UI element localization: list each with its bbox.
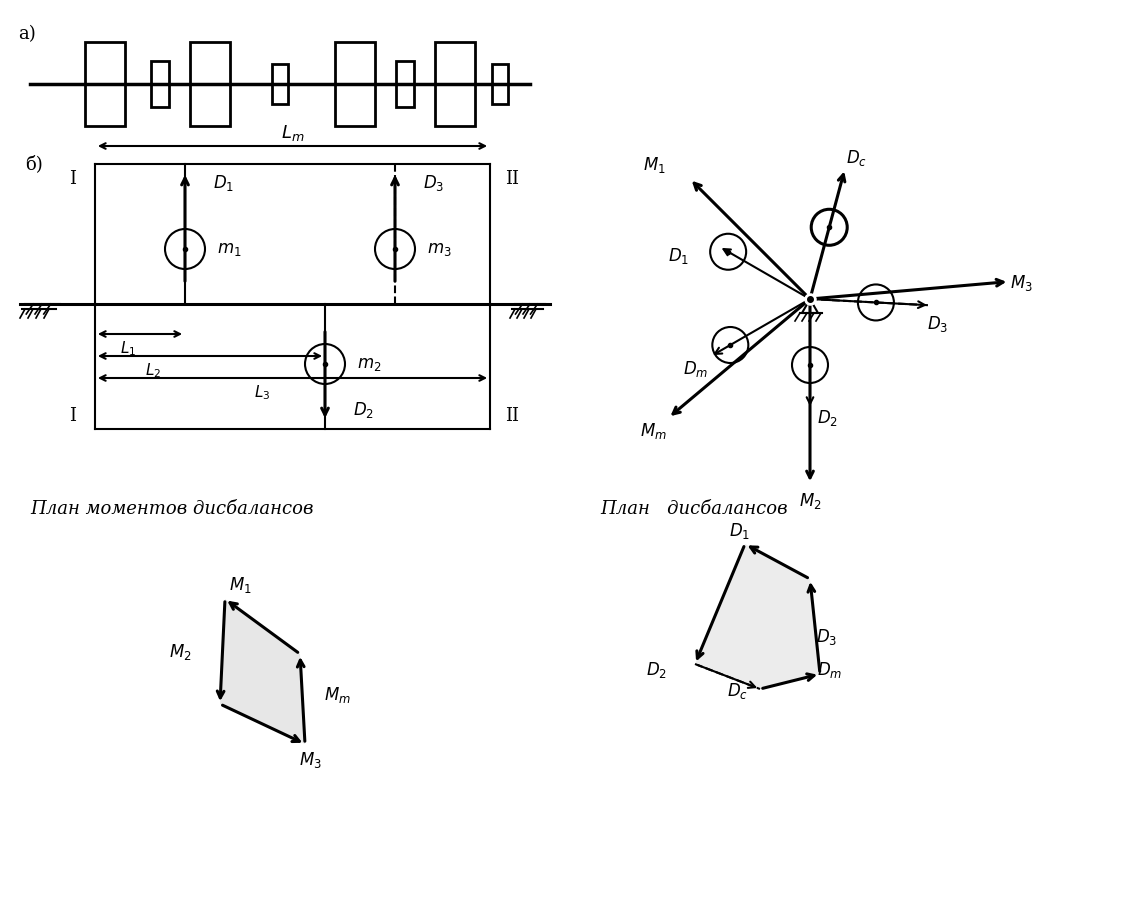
Text: $M_1$: $M_1$ — [643, 154, 666, 175]
Text: а): а) — [18, 25, 36, 43]
Text: $D_2$: $D_2$ — [646, 659, 667, 679]
Text: $m_3$: $m_3$ — [427, 241, 452, 258]
Text: II: II — [505, 170, 518, 187]
Bar — [272, 65, 288, 105]
Text: $D_3$: $D_3$ — [423, 173, 444, 193]
Text: $D_3$: $D_3$ — [816, 627, 838, 647]
Text: План   дисбалансов: План дисбалансов — [600, 499, 788, 517]
Text: $D_1$: $D_1$ — [669, 245, 689, 266]
Text: б): б) — [25, 154, 43, 173]
Text: $L_m$: $L_m$ — [281, 123, 305, 142]
Text: $D_m$: $D_m$ — [683, 359, 709, 379]
Text: I: I — [69, 406, 77, 425]
Text: $D_2$: $D_2$ — [353, 400, 374, 420]
Text: $M_2$: $M_2$ — [799, 491, 822, 510]
Text: $D_2$: $D_2$ — [817, 407, 839, 427]
Text: $D_1$: $D_1$ — [213, 173, 234, 193]
Text: План моментов дисбалансов: План моментов дисбалансов — [31, 499, 314, 517]
Bar — [190, 43, 230, 127]
Text: II: II — [505, 406, 518, 425]
Text: $M_2$: $M_2$ — [170, 641, 192, 662]
Text: $D_c$: $D_c$ — [847, 147, 867, 167]
Text: $M_m$: $M_m$ — [640, 421, 667, 440]
Text: $D_c$: $D_c$ — [727, 681, 748, 700]
Text: $L_2$: $L_2$ — [145, 361, 161, 380]
Text: $D_3$: $D_3$ — [927, 314, 949, 334]
Text: $M_3$: $M_3$ — [1010, 272, 1032, 292]
Text: $m_2$: $m_2$ — [357, 356, 381, 373]
Text: I: I — [69, 170, 77, 187]
Text: $L_1$: $L_1$ — [120, 339, 136, 358]
Text: $M_m$: $M_m$ — [324, 685, 351, 704]
Bar — [151, 62, 169, 108]
Text: $m_1$: $m_1$ — [217, 241, 241, 258]
Text: $M_1$: $M_1$ — [229, 574, 251, 595]
Text: $D_m$: $D_m$ — [817, 659, 842, 679]
Bar — [85, 43, 125, 127]
Text: $M_3$: $M_3$ — [299, 749, 321, 769]
Bar — [335, 43, 375, 127]
Text: $D_1$: $D_1$ — [729, 520, 751, 540]
Bar — [435, 43, 475, 127]
Text: $L_3$: $L_3$ — [255, 383, 271, 402]
Bar — [492, 65, 508, 105]
Polygon shape — [220, 599, 305, 744]
Polygon shape — [695, 544, 820, 689]
Bar — [396, 62, 414, 108]
